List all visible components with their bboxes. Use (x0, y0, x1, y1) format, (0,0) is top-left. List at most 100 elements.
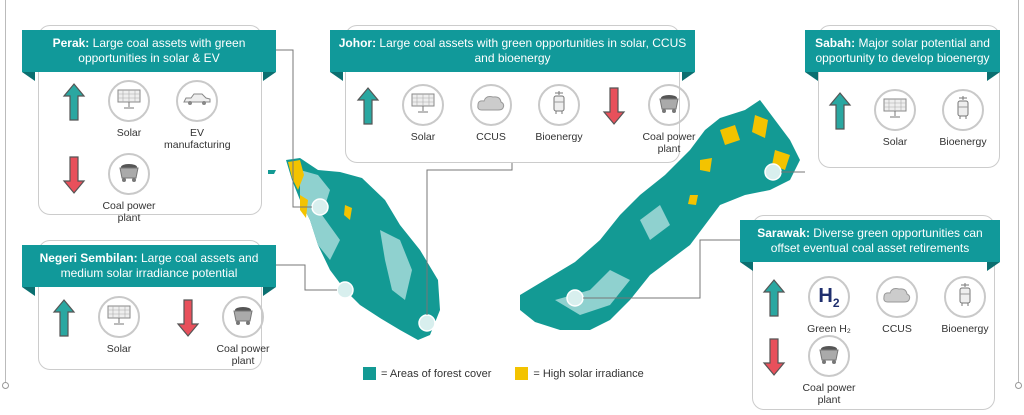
solar-panel-icon (106, 303, 132, 332)
region-name: Sarawak: (757, 226, 810, 240)
bioenergy-icon (955, 282, 975, 313)
icon-circle (942, 89, 984, 131)
icon-circle (176, 80, 218, 122)
item-label: CCUS (882, 323, 912, 335)
bioenergy-icon (549, 90, 569, 121)
increase-arrow-icon (762, 279, 786, 317)
item-label: Solar (410, 131, 436, 143)
item-label: Coal power plant (802, 382, 856, 406)
icon-circle (222, 296, 264, 338)
solar-panel-icon (410, 91, 436, 120)
opportunity-item: CCUS (460, 84, 522, 143)
marker-sarawak (566, 289, 584, 307)
car-icon (182, 91, 212, 112)
negeri-sembilan-header: Negeri Sembilan: Large coal assets and m… (22, 245, 276, 296)
marker-johor (418, 314, 436, 332)
region-name: Negeri Sembilan: (39, 251, 138, 265)
perak-up-row: Solar EV manufacturing (62, 80, 234, 151)
solar-panel-icon (882, 96, 908, 125)
item-label: Bioenergy (535, 131, 583, 143)
region-title: Large coal assets and medium solar irrad… (60, 251, 259, 280)
co2-cloud-icon (882, 285, 912, 310)
item-label: Solar (882, 136, 908, 148)
sarawak-header: Sarawak: Diverse green opportunities can… (740, 220, 1000, 271)
right-rule (1018, 0, 1019, 385)
item-label: Solar (106, 343, 132, 355)
icon-circle (648, 84, 690, 126)
icon-circle (538, 84, 580, 126)
item-label: CCUS (476, 131, 506, 143)
item-label: Bioenergy (939, 136, 987, 148)
region-name: Perak: (52, 36, 90, 50)
co2-cloud-icon (476, 93, 506, 118)
marker-sabah (764, 163, 782, 181)
icon-circle: H2 (808, 276, 850, 318)
icon-circle (98, 296, 140, 338)
icon-circle (808, 335, 850, 377)
opportunity-item: Solar (98, 80, 160, 139)
item-label: EV manufacturing (164, 127, 231, 151)
region-title: Large coal assets with green opportuniti… (78, 36, 246, 65)
item-label: Solar (116, 127, 142, 139)
opportunity-item: Bioenergy (528, 84, 590, 143)
marker-perak (311, 198, 329, 216)
region-title: Diverse green opportunities can offset e… (770, 226, 983, 255)
opportunity-item: CCUS (866, 276, 928, 335)
decrease-arrow-icon (176, 299, 200, 337)
johor-row: Solar CCUS Bioenergy Coal power plant (356, 84, 706, 155)
bioenergy-icon (953, 95, 973, 126)
peninsular-malaysia (268, 158, 440, 340)
opportunity-item: Bioenergy (932, 89, 994, 148)
region-name: Sabah: (815, 36, 856, 50)
opportunity-item: Solar (88, 296, 150, 355)
item-label: Bioenergy (941, 323, 989, 335)
sarawak-up-row: H2 Green H₂ CCUS Bioenergy (762, 276, 1002, 335)
icon-circle (944, 276, 986, 318)
left-rule-dot (2, 382, 9, 389)
decrease-arrow-icon (762, 338, 786, 376)
coal-cart-icon (657, 92, 681, 119)
opportunity-item: H2 Green H₂ (798, 276, 860, 335)
opportunity-item: Coal power plant (212, 296, 274, 367)
legend-solar: = High solar irradiance (533, 367, 644, 380)
increase-arrow-icon (828, 92, 852, 130)
opportunity-item: Coal power plant (638, 84, 700, 155)
opportunity-item: EV manufacturing (164, 80, 231, 151)
opportunity-item: Bioenergy (934, 276, 996, 335)
icon-circle (402, 84, 444, 126)
sabah-header: Sabah: Major solar potential and opportu… (805, 30, 1000, 81)
decrease-arrow-icon (602, 87, 626, 125)
region-title: Major solar potential and opportunity to… (815, 36, 990, 65)
item-label: Coal power plant (642, 131, 696, 155)
left-rule (5, 0, 6, 385)
right-rule-dot (1015, 382, 1022, 389)
sarawak-down-row: Coal power plant (762, 335, 866, 406)
sabah-row: Solar Bioenergy (828, 89, 1000, 148)
icon-circle (874, 89, 916, 131)
borneo-malaysia (520, 100, 800, 330)
region-name: Johor: (338, 36, 377, 50)
opportunity-item: Solar (392, 84, 454, 143)
legend-forest: = Areas of forest cover (381, 367, 492, 380)
increase-arrow-icon (356, 87, 380, 125)
perak-down-row: Coal power plant (62, 153, 166, 224)
opportunity-item: Coal power plant (98, 153, 160, 224)
solar-swatch (515, 367, 529, 380)
item-label: Green H₂ (807, 323, 851, 335)
negeri-sembilan-row: Solar Coal power plant (52, 296, 280, 367)
coal-cart-icon (817, 343, 841, 370)
connector-lines (276, 49, 805, 315)
item-label: Coal power plant (102, 200, 156, 224)
icon-circle (108, 153, 150, 195)
increase-arrow-icon (52, 299, 76, 337)
perak-header: Perak: Large coal assets with green oppo… (22, 30, 276, 81)
legend: = Areas of forest cover = High solar irr… (363, 367, 644, 380)
item-label: Coal power plant (216, 343, 270, 367)
forest-swatch (363, 367, 376, 380)
opportunity-item: Coal power plant (798, 335, 860, 406)
region-title: Large coal assets with green opportuniti… (379, 36, 687, 65)
coal-cart-icon (231, 304, 255, 331)
johor-header: Johor: Large coal assets with green oppo… (330, 30, 695, 81)
marker-negeri-sembilan (336, 281, 354, 299)
